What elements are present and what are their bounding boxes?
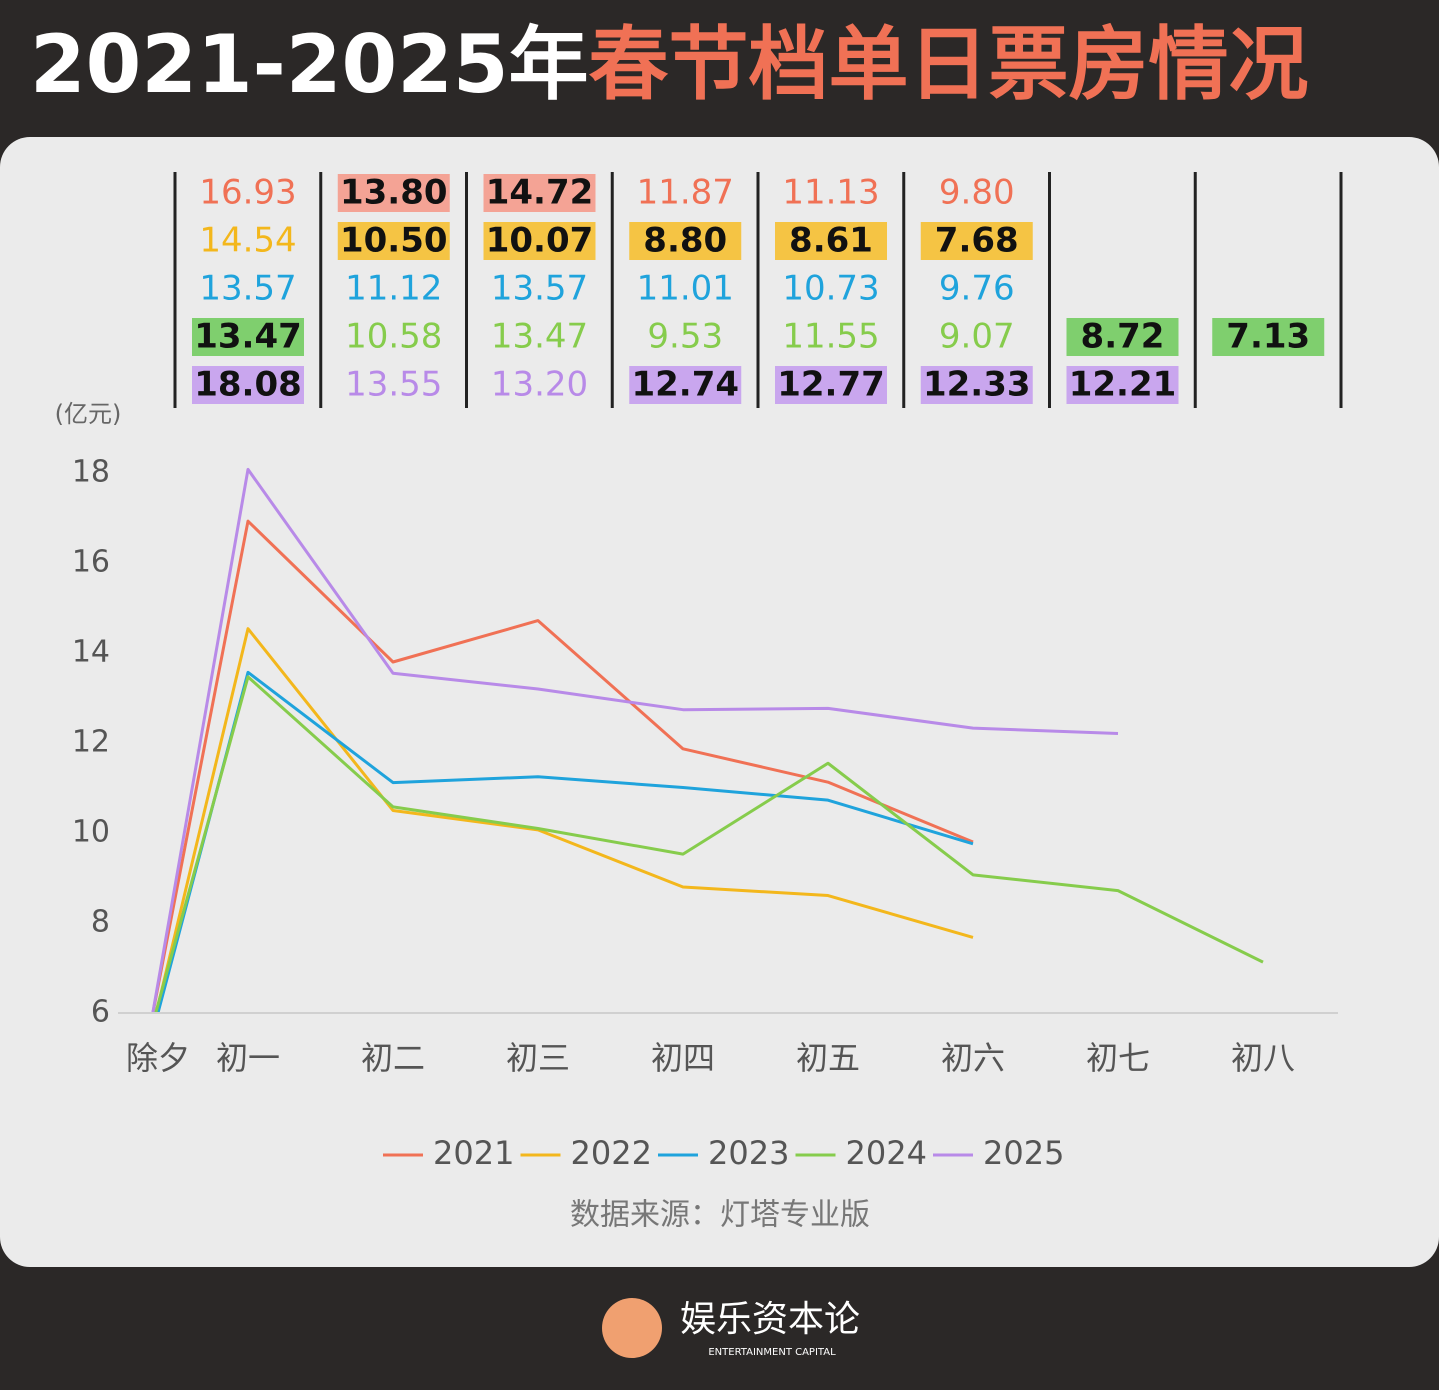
table-value: 11.13: [782, 173, 879, 213]
table-value: 13.55: [345, 365, 442, 405]
x-tick-label: 初七: [1086, 1039, 1150, 1077]
x-tick-label: 初一: [216, 1039, 280, 1077]
table-value: 18.08: [194, 365, 302, 405]
cell-highlight: [192, 366, 304, 404]
cell-highlight: [920, 222, 1033, 260]
cell-highlight: [629, 222, 742, 260]
x-tick-label: 初五: [796, 1039, 860, 1077]
y-tick-label: 18: [72, 455, 110, 490]
table-value: 9.80: [939, 173, 1015, 213]
table-value: 8.61: [789, 221, 873, 261]
y-tick-label: 6: [91, 995, 110, 1030]
table-value: 14.72: [486, 173, 594, 213]
legend-label: 2025: [983, 1134, 1064, 1172]
table-value: 9.76: [939, 269, 1015, 309]
table-value: 7.68: [935, 221, 1019, 261]
cell-highlight: [629, 366, 742, 404]
y-unit: (亿元): [55, 400, 122, 428]
series-line: [151, 467, 1119, 1014]
table-value: 13.47: [194, 317, 302, 357]
cell-highlight: [775, 366, 887, 404]
table-value: 8.80: [643, 221, 727, 261]
y-tick-label: 8: [91, 905, 110, 940]
cell-highlight: [192, 318, 304, 356]
series-line: [153, 675, 1264, 1014]
legend-label: 2023: [708, 1134, 789, 1172]
x-tick-label: 初二: [361, 1039, 425, 1077]
table-value: 11.55: [782, 317, 879, 357]
table-value: 12.74: [631, 365, 739, 405]
x-tick-label: 除夕: [126, 1039, 190, 1077]
cell-highlight: [483, 174, 596, 212]
plot: [151, 467, 1264, 1014]
table-value: 14.54: [199, 221, 296, 261]
table-value: 13.57: [491, 269, 588, 309]
cell-highlight: [483, 222, 596, 260]
table-value: 13.57: [199, 269, 296, 309]
cell-highlight: [1212, 318, 1325, 356]
legend-label: 2022: [571, 1134, 652, 1172]
table-value: 11.87: [637, 173, 734, 213]
chart-title: 2021-2025年春节档单日票房情况: [30, 18, 1309, 111]
cell-highlight: [1066, 318, 1179, 356]
table-value: 11.12: [345, 269, 442, 309]
table-value: 13.20: [491, 365, 588, 405]
cell-highlight: [1066, 366, 1179, 404]
table-value: 10.50: [340, 221, 448, 261]
legend-label: 2021: [433, 1134, 514, 1172]
x-tick-label: 初八: [1231, 1039, 1295, 1077]
y-tick-label: 16: [72, 545, 110, 580]
y-tick-label: 10: [72, 815, 110, 850]
title-highlight: 春节档单日票房情况: [589, 18, 1309, 111]
table-value: 13.47: [491, 317, 588, 357]
table-value: 9.07: [939, 317, 1015, 357]
y-tick-label: 14: [72, 635, 110, 670]
table-value: 7.13: [1226, 317, 1310, 357]
table-value: 13.80: [340, 173, 448, 213]
table-value: 10.73: [782, 269, 879, 309]
x-tick-label: 初三: [506, 1039, 570, 1077]
table-value: 11.01: [637, 269, 734, 309]
table-value: 10.07: [486, 221, 594, 261]
cell-highlight: [775, 222, 887, 260]
source: 数据来源：灯塔专业版: [570, 1198, 870, 1233]
panel: [0, 137, 1439, 1267]
title-main: 2021-2025年: [30, 18, 589, 111]
footer-brand: 娱乐资本论: [680, 1299, 860, 1340]
table-value: 9.53: [647, 317, 723, 357]
table-value: 16.93: [199, 173, 296, 213]
cell-highlight: [337, 222, 450, 260]
series-line: [156, 670, 974, 1014]
cell-highlight: [920, 366, 1033, 404]
table-value: 10.58: [345, 317, 442, 357]
footer-logo: [602, 1298, 662, 1358]
cell-highlight: [337, 174, 450, 212]
x-tick-label: 初四: [651, 1039, 715, 1077]
table-value: 12.33: [923, 365, 1031, 405]
x-tick-label: 初六: [941, 1039, 1005, 1077]
series-line: [151, 519, 974, 1014]
table-value: 8.72: [1081, 317, 1165, 357]
footer-sub: ENTERTAINMENT CAPITAL: [708, 1347, 836, 1358]
table-value: 12.21: [1069, 365, 1177, 405]
y-tick-label: 12: [72, 725, 110, 760]
legend-label: 2024: [846, 1134, 927, 1172]
table-value: 12.77: [777, 365, 885, 405]
